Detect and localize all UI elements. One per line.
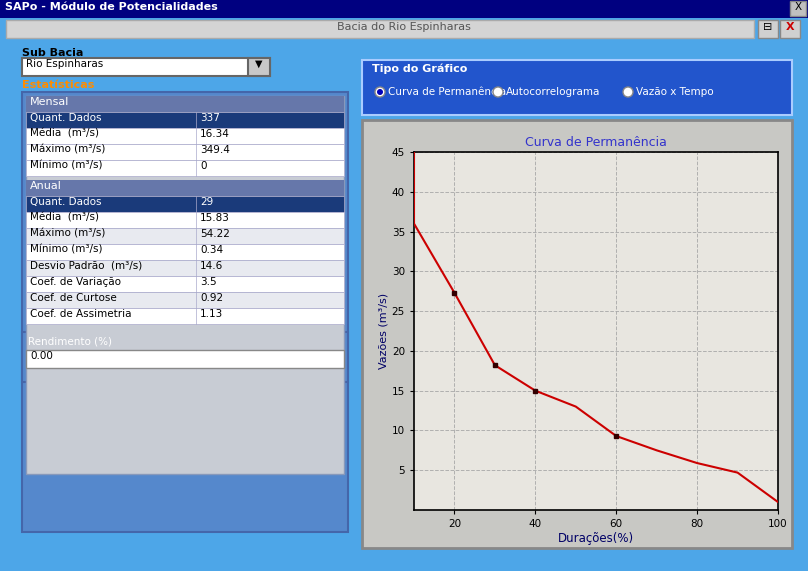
Bar (26, 160, 344, 176)
Text: 16.34: 16.34 (200, 129, 229, 139)
Text: Mínimo (m³/s): Mínimo (m³/s) (30, 161, 103, 171)
Bar (26, 180, 344, 196)
Text: 0: 0 (200, 161, 207, 171)
Text: 15.83: 15.83 (200, 213, 229, 223)
Text: 349.4: 349.4 (200, 145, 229, 155)
Bar (26, 244, 344, 260)
Bar (758, 20, 778, 38)
Text: Coef. de Assimetria: Coef. de Assimetria (30, 309, 132, 319)
Text: Coef. de Curtose: Coef. de Curtose (30, 293, 116, 303)
Text: Média  (m³/s): Média (m³/s) (30, 213, 99, 223)
Text: Quant. Dados: Quant. Dados (30, 113, 102, 123)
Text: 3.5: 3.5 (200, 277, 217, 287)
Bar (6, 20, 754, 38)
Text: 1.13: 1.13 (200, 309, 223, 319)
Text: ▼: ▼ (255, 59, 263, 69)
Bar (26, 350, 344, 368)
Text: Mensal: Mensal (30, 97, 69, 107)
Text: 14.6: 14.6 (200, 261, 223, 271)
Text: Máximo (m³/s): Máximo (m³/s) (30, 229, 105, 239)
Text: Quant. Dados: Quant. Dados (30, 197, 102, 207)
Circle shape (623, 87, 633, 97)
Text: Anual: Anual (30, 181, 62, 191)
Text: Mínimo (m³/s): Mínimo (m³/s) (30, 245, 103, 255)
Circle shape (377, 89, 383, 95)
Bar (26, 144, 344, 160)
Text: 0.92: 0.92 (200, 293, 223, 303)
Bar (22, 58, 270, 76)
Text: Estatísticas: Estatísticas (22, 80, 95, 90)
X-axis label: Durações(%): Durações(%) (558, 532, 634, 545)
Bar (26, 228, 344, 244)
Bar (0, 18, 808, 40)
Y-axis label: Vazões (m³/s): Vazões (m³/s) (379, 293, 389, 369)
Bar (22, 332, 348, 382)
Bar (0, 0, 808, 18)
Bar (26, 96, 344, 112)
Bar (26, 128, 344, 144)
Circle shape (375, 87, 385, 97)
Bar (362, 120, 792, 548)
Text: Média  (m³/s): Média (m³/s) (30, 129, 99, 139)
Bar (26, 196, 344, 212)
Bar (26, 292, 344, 308)
Text: Rio Espinharas: Rio Espinharas (26, 59, 103, 69)
Text: 0.00: 0.00 (30, 351, 53, 361)
Text: X: X (785, 22, 794, 32)
Bar (26, 112, 344, 128)
Text: Desvio Padrão  (m³/s): Desvio Padrão (m³/s) (30, 261, 142, 271)
Bar (26, 260, 344, 276)
Bar (22, 92, 348, 532)
Bar (26, 96, 344, 474)
Text: 29: 29 (200, 197, 213, 207)
Bar (362, 60, 792, 115)
Title: Curva de Permanência: Curva de Permanência (525, 136, 667, 150)
Text: Vazão x Tempo: Vazão x Tempo (636, 87, 713, 97)
Text: ⊟: ⊟ (764, 22, 772, 32)
Text: Coef. de Variação: Coef. de Variação (30, 277, 121, 287)
Bar (26, 276, 344, 292)
Circle shape (493, 87, 503, 97)
Text: X: X (794, 2, 802, 12)
Text: Sub Bacia: Sub Bacia (22, 48, 83, 58)
Bar (26, 308, 344, 324)
Text: Rendimento (%): Rendimento (%) (28, 336, 112, 346)
Bar (26, 212, 344, 228)
Bar (248, 58, 270, 76)
Text: Tipo do Gráfico: Tipo do Gráfico (372, 64, 467, 74)
Text: Curva de Permanência: Curva de Permanência (388, 87, 506, 97)
Text: Bacia do Rio Espinharas: Bacia do Rio Espinharas (337, 22, 471, 32)
Text: 54.22: 54.22 (200, 229, 229, 239)
Text: Máximo (m³/s): Máximo (m³/s) (30, 145, 105, 155)
Bar (790, 1, 806, 16)
Text: 0.34: 0.34 (200, 245, 223, 255)
Text: 337: 337 (200, 113, 220, 123)
Bar (780, 20, 800, 38)
Text: SAPo - Módulo de Potencialidades: SAPo - Módulo de Potencialidades (5, 2, 217, 12)
Text: Autocorrelograma: Autocorrelograma (506, 87, 600, 97)
